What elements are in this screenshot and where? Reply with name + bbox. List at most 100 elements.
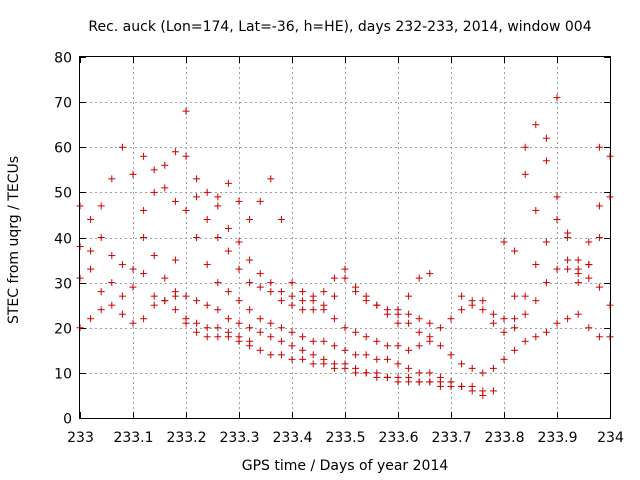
data-point [330,342,338,350]
data-point [405,378,413,386]
data-point [193,175,201,183]
x-tick-label: 233.5 [325,430,365,446]
data-point [479,306,487,314]
data-point [214,306,222,314]
data-point [140,206,148,214]
data-point [118,292,126,300]
data-point [246,279,254,287]
data-point [415,274,423,282]
data-point [447,315,455,323]
data-point [511,346,519,354]
data-point [585,238,593,246]
x-tick-label: 233.1 [113,430,153,446]
x-tick-label: 233.3 [219,430,259,446]
data-point [426,319,434,327]
data-point [171,148,179,156]
x-tick-label: 233.6 [378,430,418,446]
data-point [171,256,179,264]
data-point [553,215,561,223]
data-point [299,288,307,296]
data-point [394,378,402,386]
data-point [203,188,211,196]
data-point [288,279,296,287]
data-point [182,206,190,214]
data-point [246,256,254,264]
data-point [415,328,423,336]
data-point [415,378,423,386]
data-point [383,342,391,350]
x-tick-label: 233 [67,430,94,446]
data-point [235,265,243,273]
data-point [405,310,413,318]
data-point [405,292,413,300]
data-point [595,283,603,291]
y-tick-label: 80 [54,51,72,67]
data-point [118,261,126,269]
data-point [574,256,582,264]
data-point [129,319,137,327]
data-point [341,274,349,282]
data-point [224,224,232,232]
data-point [150,301,158,309]
data-point [436,342,444,350]
data-point [118,310,126,318]
data-point [468,382,476,390]
data-point [511,315,519,323]
data-point [277,288,285,296]
data-point [118,143,126,151]
data-point [235,197,243,205]
data-point [277,351,285,359]
data-point [352,351,360,359]
data-point [341,265,349,273]
y-tick-label: 50 [54,186,72,202]
data-point [511,247,519,255]
data-point [214,234,222,241]
x-tick-label: 233.2 [166,430,206,446]
data-point [214,193,222,201]
data-point [468,364,476,372]
axis-ticks [80,57,611,419]
data-point [256,315,264,323]
data-point [330,292,338,300]
data-point [277,324,285,332]
data-point [97,202,105,210]
data-point [193,319,201,327]
data-point [288,292,296,300]
data-point [203,333,211,341]
data-point [288,328,296,336]
x-tick-label: 233.8 [484,430,524,446]
data-point [532,297,540,305]
data-point [267,288,275,296]
data-point [235,337,243,345]
data-point [553,319,561,327]
data-point [150,166,158,174]
data-point [542,157,550,165]
data-point [214,279,222,287]
data-point [193,234,201,241]
data-point [383,310,391,318]
data-point [246,342,254,350]
data-point [511,292,519,300]
data-point [182,107,190,115]
data-point [129,283,137,291]
data-point [489,364,497,372]
data-point [362,351,370,359]
data-point [87,215,95,223]
data-point [458,382,466,390]
data-point [426,378,434,386]
data-point [458,292,466,300]
data-point [458,360,466,368]
data-point [277,337,285,345]
data-point [595,234,603,241]
data-point [182,152,190,160]
data-point [574,265,582,273]
data-point [129,265,137,273]
y-tick-label: 60 [54,141,72,157]
data-point [288,301,296,309]
data-point [235,319,243,327]
data-point [405,346,413,354]
data-point [542,279,550,287]
x-tick-label: 233.7 [431,430,471,446]
data-point [214,324,222,332]
data-point [405,319,413,327]
